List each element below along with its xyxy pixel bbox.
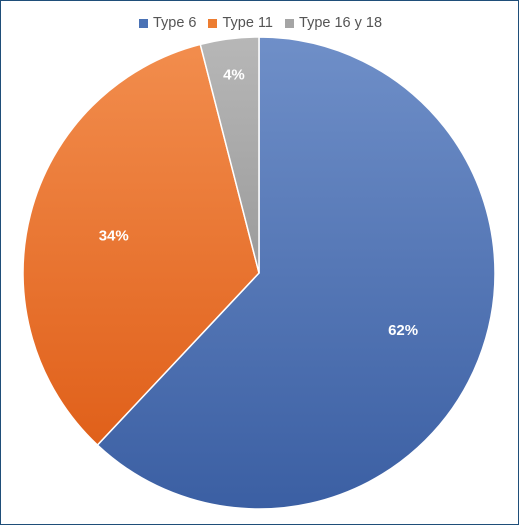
legend-swatch-type-6 <box>138 18 148 28</box>
pie-slice-type-11 <box>22 43 260 447</box>
legend-item-type-16-y-18: Type 16 y 18 <box>285 15 382 31</box>
slice-label-type-16-y-18: 4% <box>223 67 245 84</box>
legend-label-type-16-y-18: Type 16 y 18 <box>299 15 383 31</box>
slice-label-type-11: 34% <box>99 228 129 245</box>
chart-legend: Type 6 Type 11 Type 16 y 18 <box>1 15 519 31</box>
legend-swatch-type-11 <box>208 18 218 28</box>
legend-item-type-6: Type 6 <box>138 15 197 31</box>
legend-swatch-type-16-y-18 <box>285 18 295 28</box>
legend-item-type-11: Type 11 <box>208 15 273 31</box>
pie-slice-type-6 <box>96 36 496 510</box>
slice-label-type-6: 62% <box>388 322 418 339</box>
legend-label-type-11: Type 11 <box>222 15 274 31</box>
legend-label-type-6: Type 6 <box>152 15 197 31</box>
pie-slice-type-16-y-18 <box>199 36 260 274</box>
